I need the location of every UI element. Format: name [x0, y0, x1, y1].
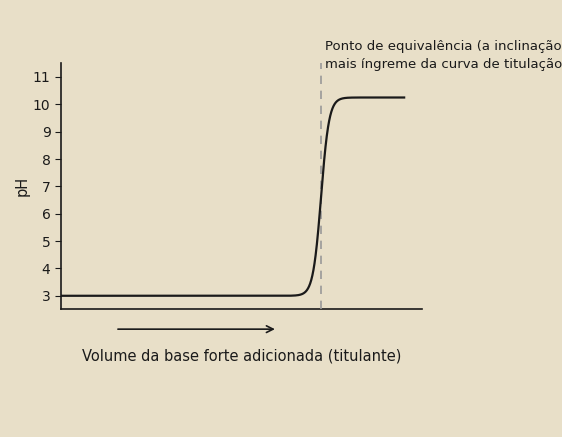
Text: mais íngreme da curva de titulação): mais íngreme da curva de titulação) — [325, 58, 562, 71]
Text: Volume da base forte adicionada (titulante): Volume da base forte adicionada (titulan… — [82, 349, 401, 364]
Y-axis label: pH: pH — [15, 176, 30, 197]
Text: Ponto de equivalência (a inclinação: Ponto de equivalência (a inclinação — [325, 41, 561, 53]
